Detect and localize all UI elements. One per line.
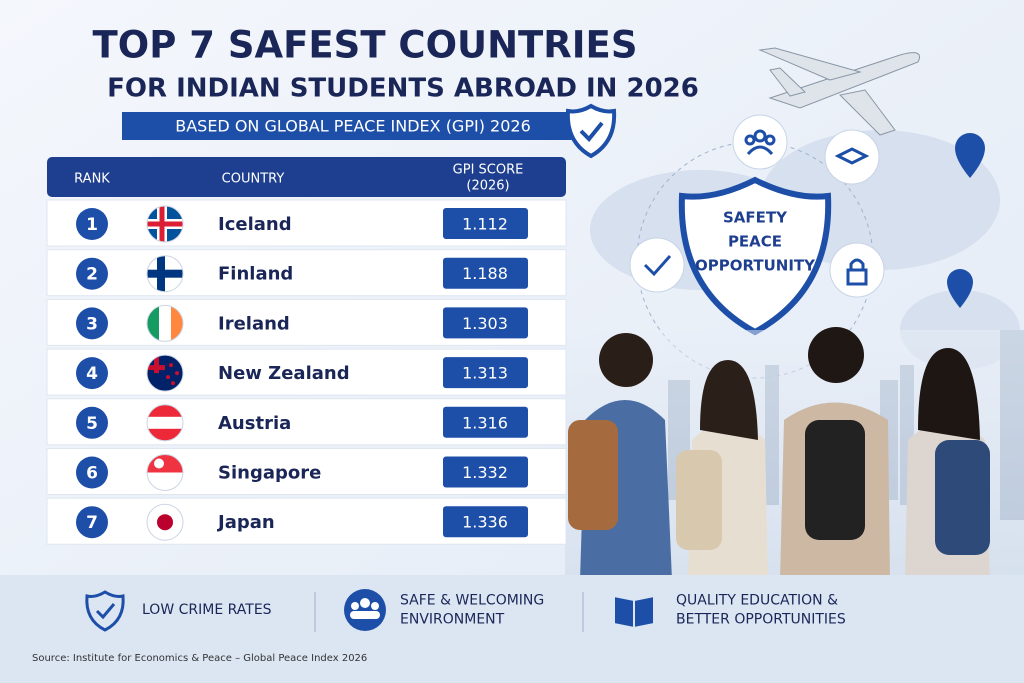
rank-badge — [76, 257, 108, 290]
rank: 1 — [86, 215, 98, 235]
flag — [157, 514, 173, 531]
country: Austria — [218, 413, 291, 434]
country: New Zealand — [218, 363, 350, 384]
students — [565, 327, 1024, 580]
flag-ring — [146, 205, 184, 243]
rank-badge — [76, 506, 108, 539]
feature-icon — [350, 598, 380, 619]
badge-shield — [565, 103, 617, 159]
features: LOW CRIME RATES SAFE & WELCOMING ENVIRONME… — [142, 593, 846, 628]
flag — [171, 381, 175, 386]
shield-line: OPPORTUNITY — [695, 257, 816, 275]
rank: 4 — [86, 364, 98, 384]
flag — [147, 472, 183, 491]
rank-badge — [76, 406, 108, 439]
flag-ring — [146, 503, 184, 541]
subtitle: FOR INDIAN STUDENTS ABROAD IN 2026 — [107, 74, 699, 104]
score-box — [443, 456, 528, 488]
flag — [166, 375, 170, 380]
score: 1.332 — [462, 463, 508, 482]
column-header: GPI SCORE — [453, 163, 524, 178]
feature-text: QUALITY EDUCATION & — [676, 593, 838, 609]
flag — [154, 355, 159, 374]
footer-band — [0, 575, 1024, 683]
table-header — [47, 157, 566, 197]
flag — [175, 371, 179, 376]
column-header: RANK — [74, 172, 110, 187]
feature-text: ENVIRONMENT — [400, 612, 505, 628]
country: Singapore — [218, 463, 321, 484]
rank: 3 — [86, 314, 98, 334]
flag — [171, 305, 183, 342]
flag — [159, 206, 165, 242]
score: 1.188 — [462, 264, 508, 283]
score-box — [443, 257, 528, 289]
table-body: 1 Iceland 1.112 2 Finland 1.188 3 Ireland 1.303 4… — [46, 199, 567, 545]
rank: 5 — [86, 414, 98, 434]
rank-badge — [76, 208, 108, 240]
flag — [154, 458, 164, 469]
score: 1.313 — [462, 364, 508, 383]
score-box — [443, 357, 528, 389]
feature-text: BETTER OPPORTUNITIES — [676, 612, 846, 628]
score: 1.336 — [462, 513, 508, 532]
flag-ring — [146, 454, 184, 491]
rank-badge — [76, 307, 108, 340]
feature-icon — [95, 603, 116, 620]
shield-text: SAFETY PEACE OPPORTUNITY — [695, 209, 816, 275]
pins — [947, 133, 985, 308]
flag — [147, 221, 183, 227]
flag — [169, 363, 173, 368]
rank: 7 — [86, 513, 98, 533]
feature-icon — [344, 589, 386, 631]
score: 1.112 — [462, 215, 508, 234]
rank-badge — [76, 357, 108, 390]
country: Iceland — [218, 214, 292, 235]
flag-ring — [146, 255, 184, 293]
rank: 6 — [86, 464, 98, 484]
flag — [157, 255, 165, 292]
score-box — [443, 406, 528, 438]
flag-ring — [146, 304, 184, 342]
flag — [159, 305, 171, 342]
flag — [147, 504, 183, 541]
feature-text: LOW CRIME RATES — [142, 602, 272, 618]
score: 1.316 — [462, 413, 508, 432]
flag-ring — [146, 354, 184, 392]
flag — [147, 416, 183, 429]
column-header: (2026) — [466, 179, 509, 194]
country: Finland — [218, 264, 293, 285]
source: Source: Institute for Economics & Peace … — [32, 653, 367, 664]
airplane — [758, 47, 920, 136]
rank-badge — [76, 456, 108, 489]
badge-bar — [122, 112, 584, 140]
score-box — [443, 506, 528, 538]
score-box — [443, 307, 528, 339]
country: Ireland — [218, 313, 290, 334]
score-box — [443, 208, 528, 239]
feature-icon — [613, 594, 655, 630]
title: TOP 7 SAFEST COUNTRIES — [93, 24, 638, 67]
flag — [147, 454, 183, 473]
country: Japan — [216, 512, 275, 533]
flag — [147, 305, 159, 342]
flag — [147, 255, 183, 292]
badge: BASED ON GLOBAL PEACE INDEX (GPI) 2026 — [175, 117, 531, 136]
shield-line: PEACE — [728, 233, 782, 251]
shield-line: SAFETY — [723, 209, 788, 227]
feature-text: SAFE & WELCOMING — [400, 593, 544, 609]
feature-icon — [85, 590, 125, 632]
flag — [147, 404, 183, 441]
badge-check — [579, 121, 604, 142]
column-header: COUNTRY — [222, 172, 285, 187]
flag — [147, 355, 183, 392]
flag — [147, 206, 183, 242]
flag — [147, 305, 183, 342]
rank: 2 — [86, 265, 98, 285]
flag-ring — [146, 404, 184, 442]
icons — [643, 129, 870, 286]
flag — [147, 454, 183, 491]
score: 1.303 — [462, 314, 508, 333]
